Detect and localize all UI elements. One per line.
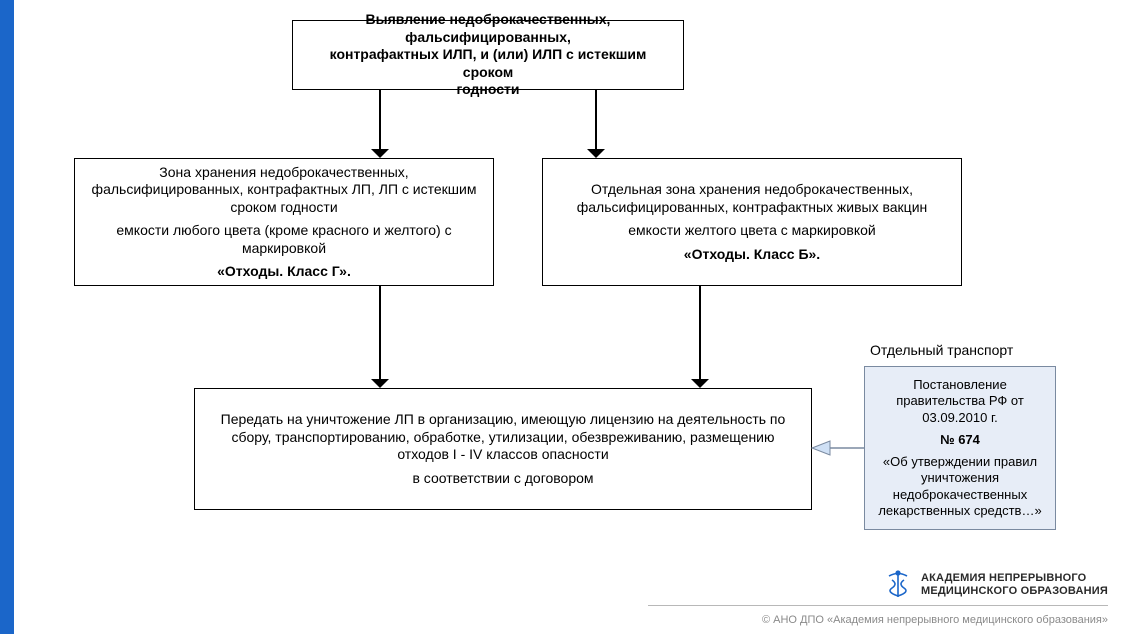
flow-node-storage-class-g: Зона хранения недоброкачественных, фальс… [74, 158, 494, 286]
brand-text-line1: АКАДЕМИЯ НЕПРЕРЫВНОГО [921, 572, 1108, 585]
footer-brand: АКАДЕМИЯ НЕПРЕРЫВНОГО МЕДИЦИНСКОГО ОБРАЗ… [883, 570, 1108, 600]
flow-arrows [0, 0, 1130, 634]
left-accent-bar [0, 0, 14, 634]
flow-node-regulation: Постановление правительства РФ от 03.09.… [864, 366, 1056, 530]
flow-node-detection: Выявление недоброкачественных, фальсифиц… [292, 20, 684, 90]
flow-node-disposal: Передать на уничтожение ЛП в организацию… [194, 388, 812, 510]
side-label-transport: Отдельный транспорт [870, 342, 1013, 358]
flow-node-storage-class-b: Отдельная зона хранения недоброкачествен… [542, 158, 962, 286]
brand-text-line2: МЕДИЦИНСКОГО ОБРАЗОВАНИЯ [921, 585, 1108, 598]
brand-divider [648, 605, 1108, 606]
copyright-text: © АНО ДПО «Академия непрерывного медицин… [762, 614, 1108, 626]
brand-icon [883, 570, 913, 600]
